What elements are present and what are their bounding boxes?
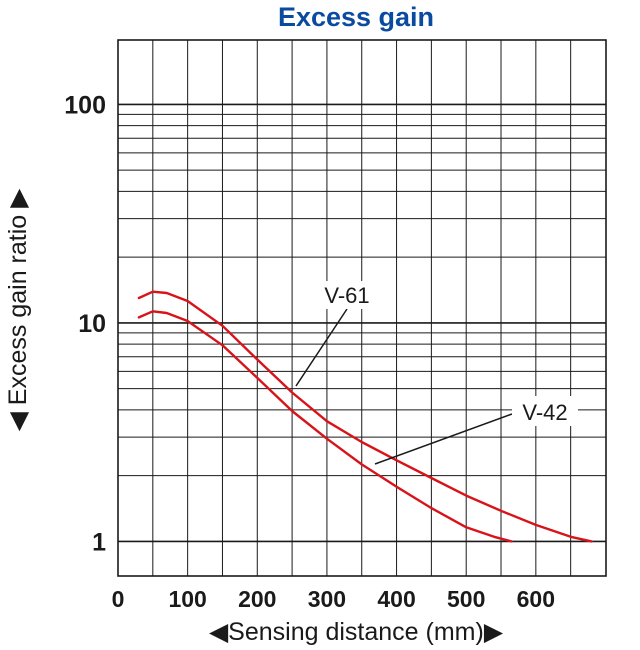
x-tick-label-100: 100	[168, 586, 206, 612]
x-tick-label-500: 500	[447, 586, 485, 612]
series-lines	[137, 290, 593, 543]
series-label-bg-v-61	[318, 281, 376, 309]
series-label-leaders	[295, 308, 513, 465]
x-tick-label-200: 200	[238, 586, 276, 612]
x-tick-label-0: 0	[112, 586, 125, 612]
leader-line-v-42	[374, 413, 513, 465]
series-labels: V-61 V-42	[318, 281, 578, 426]
grid	[118, 40, 606, 576]
y-tick-label-10: 10	[78, 310, 106, 338]
series-line-v-61	[137, 290, 593, 543]
series-line-v-42	[137, 310, 513, 543]
x-axis-label: ◀Sensing distance (mm)▶	[209, 618, 504, 646]
leader-line-v-61	[295, 308, 348, 387]
x-tick-label-400: 400	[377, 586, 415, 612]
y-tick-labels: 1 10 100	[64, 91, 106, 556]
x-tick-label-300: 300	[308, 586, 346, 612]
series-label-bg-v-42	[512, 396, 578, 426]
chart-title: Excess gain	[278, 2, 434, 32]
y-axis-label: ◀ Excess gain ratio ▶	[4, 188, 32, 431]
x-tick-labels: 0 100 200 300 400 500 600	[112, 586, 555, 612]
y-tick-label-100: 100	[64, 91, 106, 119]
series-label-v-42: V-42	[522, 400, 567, 425]
x-tick-label-600: 600	[517, 586, 555, 612]
series-label-v-61: V-61	[324, 283, 369, 308]
y-tick-label-1: 1	[92, 528, 106, 556]
